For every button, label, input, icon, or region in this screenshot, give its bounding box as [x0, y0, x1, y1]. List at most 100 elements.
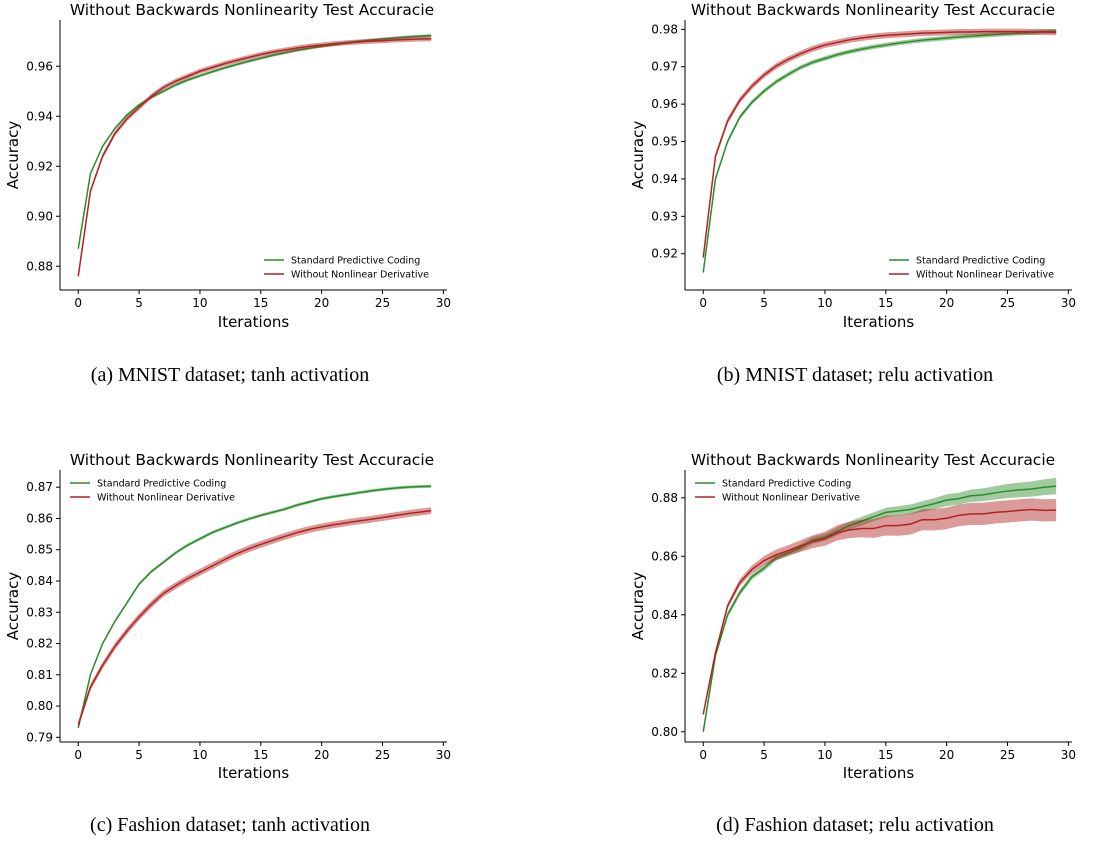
chart-title: Without Backwards Nonlinearity Test Accu… — [70, 1, 434, 19]
y-tick-label: 0.96 — [26, 59, 53, 73]
figure-caption: (d) Fashion dataset; relu activation — [716, 814, 994, 836]
x-tick-label: 0 — [74, 296, 82, 310]
x-tick-label: 30 — [436, 296, 451, 310]
y-axis-title: Accuracy — [4, 121, 22, 190]
y-tick-label: 0.84 — [651, 608, 678, 622]
series-band-2 — [78, 507, 432, 729]
y-tick-label: 0.81 — [26, 668, 53, 682]
y-tick-label: 0.96 — [651, 97, 678, 111]
legend-label-2: Without Nonlinear Derivative — [722, 493, 860, 504]
x-tick-label: 5 — [135, 748, 143, 762]
x-tick-label: 30 — [1061, 296, 1076, 310]
x-axis-title: Iterations — [218, 764, 290, 782]
x-tick-label: 30 — [436, 748, 451, 762]
series-band-2 — [703, 498, 1057, 717]
y-tick-label: 0.93 — [651, 209, 678, 223]
x-axis-title: Iterations — [218, 313, 290, 331]
legend-label-1: Standard Predictive Coding — [722, 479, 851, 490]
legend: Standard Predictive Coding Without Nonlin… — [264, 256, 429, 281]
series-line-1 — [702, 485, 1057, 732]
chart-title: Without Backwards Nonlinearity Test Accu… — [70, 451, 434, 469]
chart-title: Without Backwards Nonlinearity Test Accu… — [691, 1, 1055, 19]
figure-caption: (c) Fashion dataset; tanh activation — [90, 814, 370, 836]
legend-label-2: Without Nonlinear Derivative — [97, 493, 235, 504]
y-tick-label: 0.98 — [651, 22, 678, 36]
chart-title: Without Backwards Nonlinearity Test Accu… — [691, 451, 1055, 469]
y-tick-label: 0.80 — [651, 725, 678, 739]
x-tick-label: 10 — [817, 748, 832, 762]
x-tick-label: 5 — [135, 296, 143, 310]
y-axis-title: Accuracy — [4, 572, 22, 641]
chart-panel-a: 0 5 10 15 20 25 30 0.88 0.90 0.92 0.94 0.96 Without … — [4, 1, 451, 386]
y-tick-label: 0.94 — [651, 172, 678, 186]
y-tick-label: 0.87 — [26, 480, 53, 494]
x-tick-label: 25 — [1000, 748, 1015, 762]
legend-label-1: Standard Predictive Coding — [916, 256, 1045, 267]
chart-panel-b: 0 5 10 15 20 25 30 0.92 0.93 0.94 0.95 0.96 0.97 0.98… — [629, 1, 1076, 386]
y-tick-label: 0.86 — [651, 549, 678, 563]
x-tick-label: 5 — [760, 748, 768, 762]
series-band-2 — [78, 36, 432, 279]
legend-label-1: Standard Predictive Coding — [97, 479, 226, 490]
x-tick-label: 30 — [1061, 748, 1076, 762]
legend-label-2: Without Nonlinear Derivative — [291, 270, 429, 281]
x-tick-label: 20 — [314, 748, 329, 762]
series-band-1 — [78, 34, 432, 251]
y-tick-label: 0.82 — [651, 666, 678, 680]
x-tick-label: 20 — [939, 296, 954, 310]
x-tick-label: 20 — [939, 748, 954, 762]
y-tick-label: 0.83 — [26, 605, 53, 619]
x-axis-title: Iterations — [843, 313, 915, 331]
x-tick-label: 20 — [314, 296, 329, 310]
x-tick-label: 15 — [253, 296, 268, 310]
legend: Standard Predictive Coding Without Nonlin… — [889, 256, 1054, 281]
series-line-2 — [702, 30, 1057, 258]
y-tick-label: 0.92 — [26, 159, 53, 173]
series-band-1 — [703, 28, 1057, 275]
y-tick-label: 0.82 — [26, 637, 53, 651]
y-tick-label: 0.86 — [26, 511, 53, 525]
x-tick-label: 0 — [74, 748, 82, 762]
figure-caption: (b) MNIST dataset; relu activation — [717, 364, 993, 386]
y-tick-label: 0.92 — [651, 247, 678, 261]
x-tick-label: 10 — [192, 296, 207, 310]
series-line-2 — [77, 509, 432, 726]
x-tick-label: 15 — [878, 748, 893, 762]
y-tick-label: 0.94 — [26, 109, 53, 123]
y-tick-label: 0.80 — [26, 699, 53, 713]
y-tick-label: 0.79 — [26, 730, 53, 744]
y-axis-title: Accuracy — [629, 572, 647, 641]
legend: Standard Predictive Coding Without Nonlin… — [695, 479, 860, 504]
x-tick-label: 25 — [375, 296, 390, 310]
series-line-1 — [77, 34, 432, 249]
series-band-2 — [703, 28, 1057, 261]
legend-label-2: Without Nonlinear Derivative — [916, 270, 1054, 281]
x-tick-label: 10 — [817, 296, 832, 310]
y-tick-label: 0.84 — [26, 574, 53, 588]
x-tick-label: 10 — [192, 748, 207, 762]
x-tick-label: 25 — [375, 748, 390, 762]
legend: Standard Predictive Coding Without Nonlin… — [70, 479, 235, 504]
y-tick-label: 0.88 — [651, 491, 678, 505]
x-tick-label: 0 — [699, 748, 707, 762]
x-tick-label: 25 — [1000, 296, 1015, 310]
y-tick-label: 0.88 — [26, 259, 53, 273]
legend-label-1: Standard Predictive Coding — [291, 256, 420, 267]
figure-caption: (a) MNIST dataset; tanh activation — [91, 364, 369, 386]
y-tick-label: 0.90 — [26, 209, 53, 223]
chart-panel-c: 0 5 10 15 20 25 30 0.79 0.80 0.81 0.82 0.83 0.84 0.85… — [4, 451, 451, 836]
series-line-2 — [702, 508, 1057, 715]
y-tick-label: 0.85 — [26, 543, 53, 557]
chart-panel-d: 0 5 10 15 20 25 30 0.80 0.82 0.84 0.86 0.88 Without … — [629, 451, 1076, 836]
series-line-1 — [77, 485, 432, 729]
y-tick-label: 0.97 — [651, 60, 678, 74]
series-line-1 — [702, 30, 1057, 273]
x-tick-label: 5 — [760, 296, 768, 310]
y-tick-label: 0.95 — [651, 135, 678, 149]
series-line-2 — [77, 38, 432, 277]
y-axis-title: Accuracy — [629, 121, 647, 190]
x-tick-label: 15 — [878, 296, 893, 310]
x-tick-label: 15 — [253, 748, 268, 762]
x-tick-label: 0 — [699, 296, 707, 310]
